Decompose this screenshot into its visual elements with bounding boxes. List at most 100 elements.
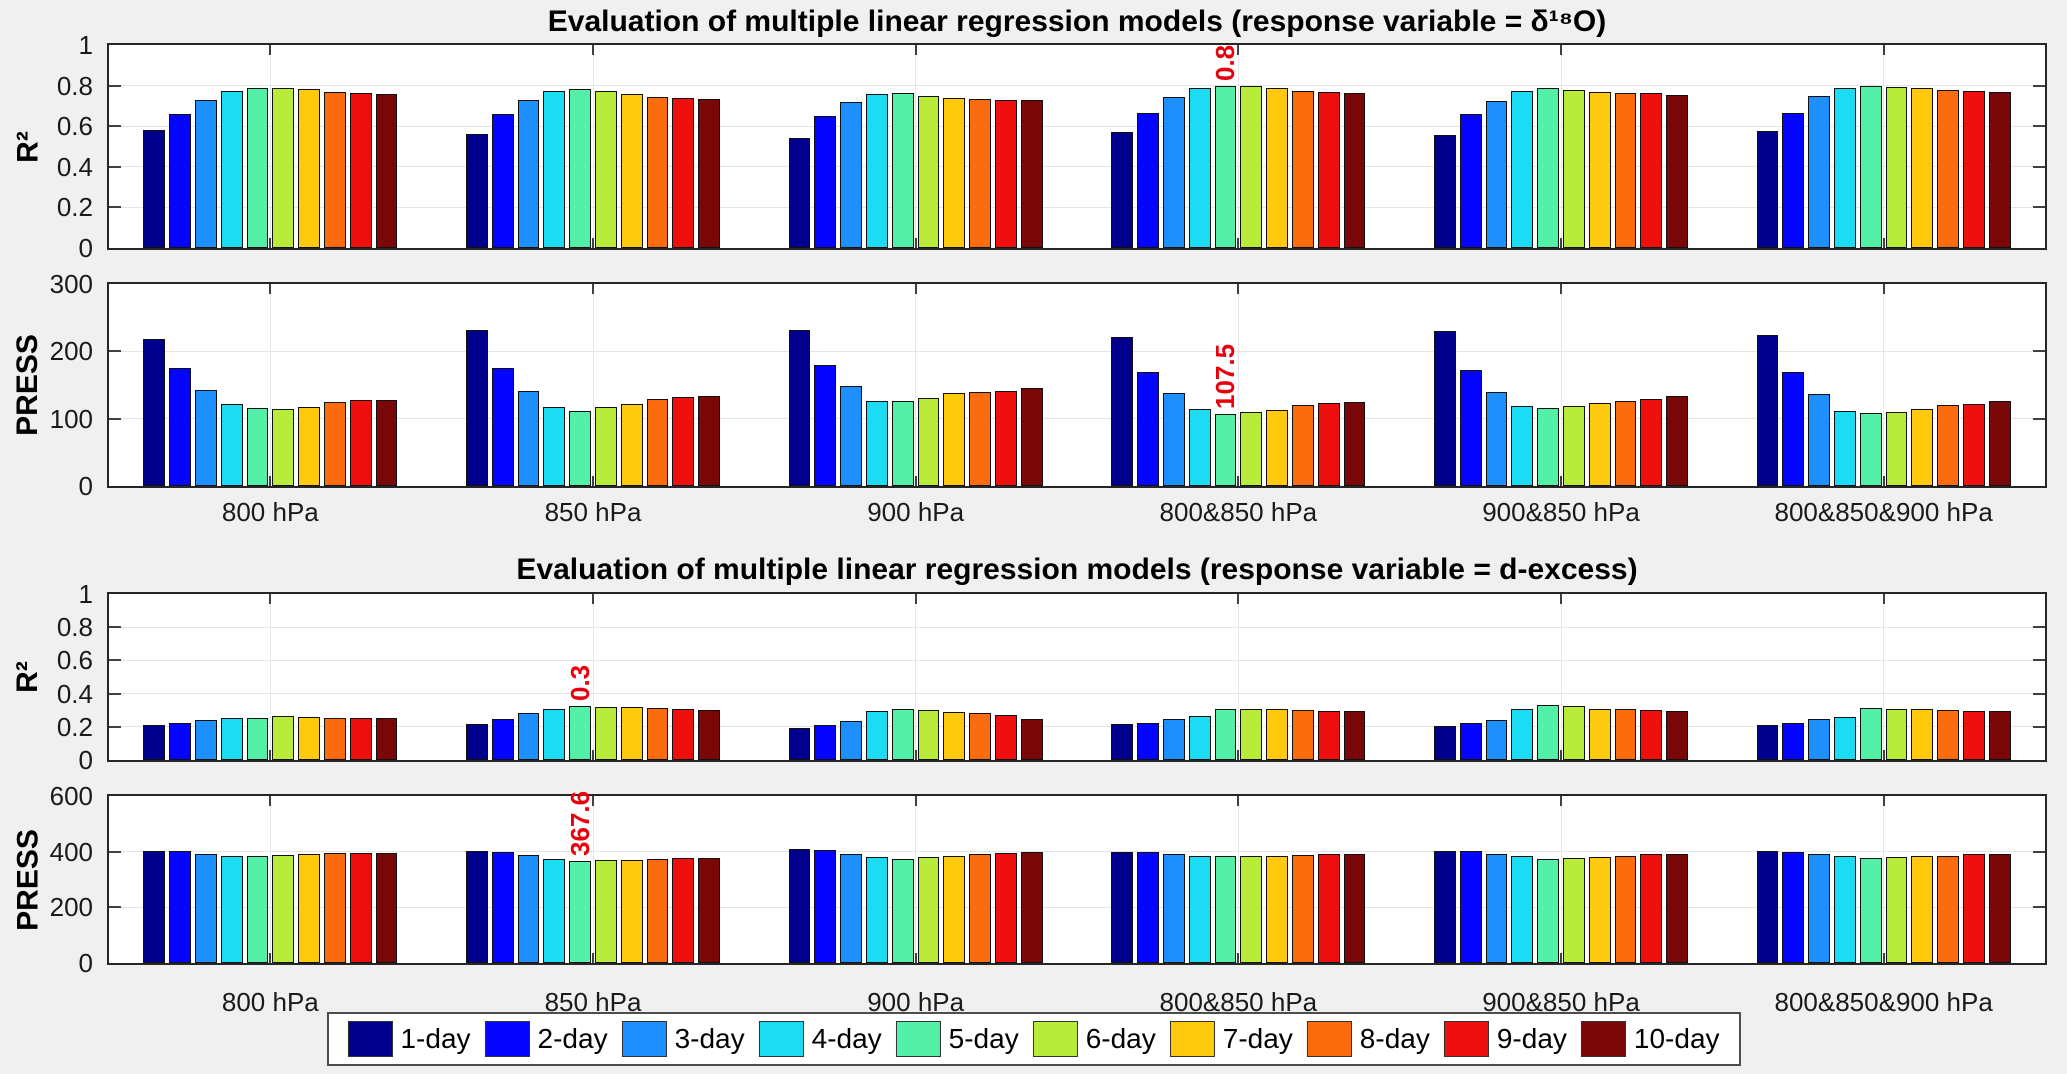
gridline-horizontal — [109, 166, 2045, 168]
x-category-label: 800&850&900 hPa — [1774, 497, 1993, 527]
bar-6-day-850hPa — [595, 90, 617, 248]
bar-5-day-800&850&900hPa — [1859, 85, 1882, 248]
legend-swatch-5-day — [895, 1021, 941, 1057]
y-tick-mark — [2033, 84, 2045, 87]
bar-5-day-800&850&900hPa — [1859, 707, 1882, 760]
x-category-label: 800 hPa — [221, 987, 319, 1017]
bar-8-day-800&850hPa — [1291, 91, 1314, 248]
bar-10-day-900hPa — [1020, 387, 1043, 486]
gridline-vertical — [1883, 796, 1885, 963]
bar-3-day-900hPa — [840, 101, 863, 248]
bar-4-day-800hPa — [220, 403, 243, 486]
gridline-vertical — [269, 796, 271, 963]
y-tick-mark — [109, 906, 121, 909]
bar-5-day-850hPa — [569, 860, 591, 963]
bar-1-day-900&850hPa — [1433, 135, 1456, 248]
bar-7-day-800hPa — [298, 407, 320, 486]
x-tick-mark — [1560, 476, 1562, 486]
y-tick-mark — [2033, 906, 2045, 909]
bar-4-day-900hPa — [866, 400, 888, 486]
x-tick-mark — [914, 953, 917, 963]
bar-2-day-850hPa — [491, 719, 514, 760]
bar-2-day-900hPa — [814, 850, 837, 963]
bar-2-day-800hPa — [169, 114, 191, 248]
bar-5-day-800hPa — [246, 855, 269, 963]
bar-8-day-900hPa — [969, 712, 992, 760]
y-tick-label: 0.6 — [56, 111, 93, 142]
bar-4-day-800&850hPa — [1188, 87, 1211, 248]
bar-8-day-800hPa — [323, 853, 346, 963]
bar-6-day-800&850&900hPa — [1885, 708, 1908, 760]
bar-9-day-800&850&900hPa — [1963, 403, 1985, 486]
bar-6-day-800&850hPa — [1240, 411, 1263, 486]
y-tick-label: 600 — [49, 781, 93, 811]
x-tick-mark — [1882, 238, 1885, 248]
bar-1-day-850hPa — [465, 330, 488, 486]
bar-1-day-900&850hPa — [1433, 725, 1456, 760]
bar-3-day-800&850&900hPa — [1808, 718, 1831, 760]
bar-9-day-900&850hPa — [1640, 399, 1663, 486]
bar-1-day-900hPa — [788, 727, 811, 760]
gridline-horizontal — [109, 85, 2045, 87]
gridline-horizontal — [109, 906, 2045, 908]
y-tick-label: 0 — [78, 471, 93, 501]
legend-item: 5-day — [895, 1021, 1019, 1057]
bar-6-day-900hPa — [917, 397, 940, 486]
bar-8-day-900hPa — [969, 391, 992, 486]
legend-label: 9-day — [1496, 1023, 1567, 1054]
bar-3-day-900&850hPa — [1485, 101, 1508, 248]
gridline-vertical — [269, 594, 271, 760]
bar-10-day-850hPa — [698, 709, 721, 760]
chart-title-d18o: Evaluation of multiple linear regression… — [547, 5, 1607, 38]
bar-8-day-800&850&900hPa — [1937, 405, 1960, 486]
y-tick-label: 0.4 — [56, 151, 93, 182]
legend-item: 8-day — [1306, 1021, 1430, 1057]
x-tick-mark — [1882, 750, 1885, 760]
x-tick-mark — [1560, 796, 1562, 806]
bar-4-day-800&850&900hPa — [1834, 410, 1856, 486]
bar-1-day-800&850&900hPa — [1756, 131, 1779, 248]
legend-item: 7-day — [1169, 1021, 1293, 1057]
bar-10-day-800&850&900hPa — [1988, 401, 2011, 486]
y-tick-mark — [2033, 626, 2045, 629]
bar-5-day-900&850hPa — [1537, 705, 1559, 760]
gridline-vertical — [592, 284, 594, 486]
bar-1-day-800&850&900hPa — [1756, 850, 1779, 963]
bar-5-day-800&850hPa — [1214, 85, 1237, 248]
bar-10-day-850hPa — [698, 98, 721, 248]
bar-5-day-900&850hPa — [1537, 407, 1559, 486]
bar-2-day-900&850hPa — [1459, 722, 1482, 760]
bar-6-day-900hPa — [917, 709, 940, 760]
x-tick-mark — [1882, 284, 1885, 294]
gridline-vertical — [1560, 796, 1562, 963]
y-tick-label: 300 — [49, 269, 93, 299]
bar-9-day-800&850hPa — [1317, 403, 1340, 486]
bar-10-day-800&850hPa — [1343, 401, 1366, 486]
gridline-horizontal — [109, 125, 2045, 127]
bar-7-day-800&850&900hPa — [1911, 856, 1934, 963]
bar-3-day-800&850hPa — [1162, 718, 1185, 760]
bar-2-day-800&850hPa — [1137, 371, 1159, 486]
gridline-vertical — [1560, 594, 1562, 760]
bar-2-day-900&850hPa — [1459, 370, 1482, 486]
bar-6-day-800&850hPa — [1240, 708, 1263, 760]
x-tick-mark — [914, 45, 917, 55]
y-tick-label: 0 — [78, 948, 93, 978]
gridline-vertical — [1560, 45, 1562, 248]
bar-2-day-800&850hPa — [1137, 113, 1159, 248]
legend-item: 4-day — [758, 1021, 882, 1057]
annotation-value: 107.5 — [1210, 343, 1241, 409]
legend-swatch-7-day — [1169, 1021, 1215, 1057]
x-tick-mark — [1560, 284, 1562, 294]
bar-1-day-900&850hPa — [1433, 850, 1456, 963]
y-tick-label: 0.6 — [56, 645, 93, 676]
x-tick-mark — [269, 796, 272, 806]
y-tick-label: 0.8 — [56, 612, 93, 643]
bar-3-day-800&850&900hPa — [1808, 854, 1831, 963]
x-tick-mark — [1237, 476, 1240, 486]
x-tick-mark — [914, 796, 917, 806]
bar-6-day-850hPa — [595, 706, 617, 760]
y-tick-mark — [2033, 692, 2045, 695]
bar-9-day-800hPa — [349, 853, 372, 963]
x-tick-mark — [592, 284, 594, 294]
